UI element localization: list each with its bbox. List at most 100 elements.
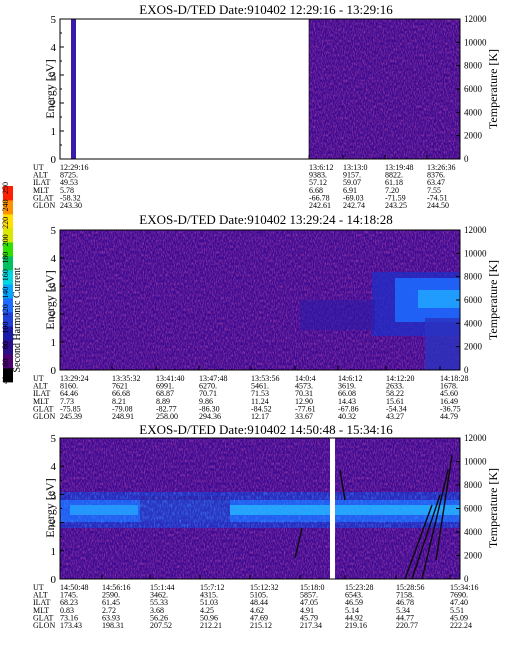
- orbit-cell: -75.85: [60, 404, 81, 413]
- panel-1: EXOS-D/TED Date:910402 12:29:16 - 13:29:…: [33, 2, 500, 210]
- orbit-cell: -82.77: [156, 404, 177, 413]
- y2-tick-label: 10000: [464, 457, 487, 467]
- y-tick-label: 3: [51, 489, 57, 501]
- orbit-cell: -67.86: [338, 404, 359, 413]
- orbit-cell: 45.09: [450, 613, 468, 622]
- orbit-cell: 222.24: [450, 621, 472, 630]
- y-tick-label: 1: [51, 337, 57, 349]
- y-tick-label: 5: [51, 225, 57, 237]
- panel-3-streak-5: [435, 454, 453, 561]
- panel-1-y-ticks: 0 1 2 3 4 5: [51, 14, 64, 166]
- orbit-cell: 9383.: [309, 171, 327, 180]
- orbit-cell: 0.83: [60, 606, 74, 615]
- orbit-cell: 220.77: [396, 621, 418, 630]
- y2-tick-label: 10000: [464, 248, 487, 258]
- panel-2-enhancement: [300, 272, 460, 370]
- y2-tick-label: 2000: [464, 551, 483, 561]
- orbit-cell: 173.43: [60, 621, 82, 630]
- orbit-cell: 3619.: [338, 382, 356, 391]
- y2-tick-label: 2000: [464, 342, 483, 352]
- orbit-cell: 66.08: [338, 389, 356, 398]
- orbit-cell: 61.18: [385, 178, 403, 187]
- colorbar-swatch: [3, 340, 13, 355]
- colorbar-swatch: [3, 326, 13, 341]
- orbit-cell: 1678.: [440, 382, 458, 391]
- y-tick-label: 4: [51, 42, 57, 54]
- orbit-cell: 14:6:12: [338, 374, 362, 383]
- orbit-row-label: UT: [33, 583, 44, 592]
- colorbar-tick-label: 240: [1, 200, 10, 212]
- colorbar-swatch: [3, 186, 13, 201]
- colorbar-swatch: [3, 242, 13, 257]
- orbit-cell: 15:1:44: [150, 583, 174, 592]
- orbit-cell: -79.08: [112, 404, 133, 413]
- y2-tick-label: 12000: [464, 433, 487, 443]
- orbit-cell: 47.40: [450, 598, 468, 607]
- colorbar-tick-label: 180: [1, 252, 10, 264]
- colorbar-swatch: [3, 214, 13, 229]
- panel-1-data-column: [71, 19, 76, 159]
- colorbar-tick-label: 220: [1, 217, 10, 229]
- orbit-cell: 14.43: [338, 397, 356, 406]
- orbit-cell: 13:35:32: [112, 374, 140, 383]
- orbit-cell: 33.67: [295, 412, 313, 421]
- orbit-row-label: GLON: [33, 201, 55, 210]
- panel-1-plot: [59, 18, 461, 160]
- y-tick-label: 5: [51, 433, 57, 445]
- panel-3-y2-ticks: 0 2000 4000 6000 8000 10000 12000: [456, 433, 487, 584]
- orbit-cell: 13:53:56: [251, 374, 279, 383]
- y2-tick-label: 12000: [464, 14, 487, 24]
- orbit-row-label: ILAT: [33, 598, 50, 607]
- orbit-cell: 11.24: [251, 397, 269, 406]
- orbit-cell: 7690.: [450, 591, 468, 600]
- panel-3-streak-6: [339, 469, 346, 501]
- y-tick-label: 3: [51, 70, 57, 82]
- orbit-cell: 45.79: [300, 613, 318, 622]
- orbit-cell: 13:19:48: [385, 163, 413, 172]
- orbit-row-label: ALT: [33, 591, 48, 600]
- panel-3-y2label: Temperature [K]: [486, 468, 500, 548]
- orbit-cell: 73.16: [60, 613, 78, 622]
- y2-tick-label: 6000: [464, 84, 483, 94]
- panel-2-title: EXOS-D/TED Date:910402 13:29:24 - 14:18:…: [139, 212, 392, 227]
- orbit-cell: 44.92: [345, 613, 363, 622]
- orbit-cell: -84.52: [251, 404, 272, 413]
- panel-2-y2-ticks: 0 2000 4000 6000 8000 10000 12000: [456, 225, 487, 375]
- panel-1-title: EXOS-D/TED Date:910402 12:29:16 - 13:29:…: [139, 2, 393, 17]
- orbit-cell: 258.00: [156, 412, 178, 421]
- y2-tick-label: 8000: [464, 61, 483, 71]
- y-tick-label: 5: [51, 14, 57, 26]
- y-tick-label: 4: [51, 461, 57, 473]
- orbit-cell: 15:18:0: [300, 583, 324, 592]
- y-tick-label: 4: [51, 253, 57, 265]
- panel-3-plot: [59, 437, 461, 580]
- colorbar-swatch: [3, 284, 13, 299]
- orbit-cell: 70.71: [199, 389, 217, 398]
- orbit-cell: 5.78: [60, 186, 74, 195]
- orbit-cell: 4315.: [200, 591, 218, 600]
- y2-tick-label: 10000: [464, 37, 487, 47]
- orbit-cell: 212.21: [200, 621, 222, 630]
- orbit-cell: 5105.: [250, 591, 268, 600]
- orbit-row-label: MLT: [33, 606, 49, 615]
- panel-3-title: EXOS-D/TED Date:910402 14:50:48 - 15:34:…: [139, 422, 393, 437]
- y-tick-label: 1: [51, 126, 57, 138]
- y-tick-label: 2: [51, 98, 57, 110]
- orbit-row-label: ALT: [33, 171, 48, 180]
- orbit-cell: 7.73: [60, 397, 74, 406]
- orbit-row-label: ILAT: [33, 178, 50, 187]
- orbit-cell: 46.59: [345, 598, 363, 607]
- colorbar-tick-label: 140: [1, 287, 10, 299]
- panel-3-streak-4: [421, 469, 449, 580]
- panel-3-streak-3: [411, 494, 441, 580]
- y2-tick-label: 8000: [464, 480, 483, 490]
- orbit-row-label: MLT: [33, 397, 49, 406]
- orbit-cell: 64.46: [60, 389, 78, 398]
- orbit-cell: 43.27: [386, 412, 404, 421]
- orbit-cell: 5.51: [450, 606, 464, 615]
- panel-2-band-tail: [425, 318, 460, 370]
- panel-3-ylabel: Energy [eV]: [43, 478, 57, 537]
- orbit-cell: 14:50:48: [60, 583, 88, 592]
- orbit-cell: 8725.: [60, 171, 78, 180]
